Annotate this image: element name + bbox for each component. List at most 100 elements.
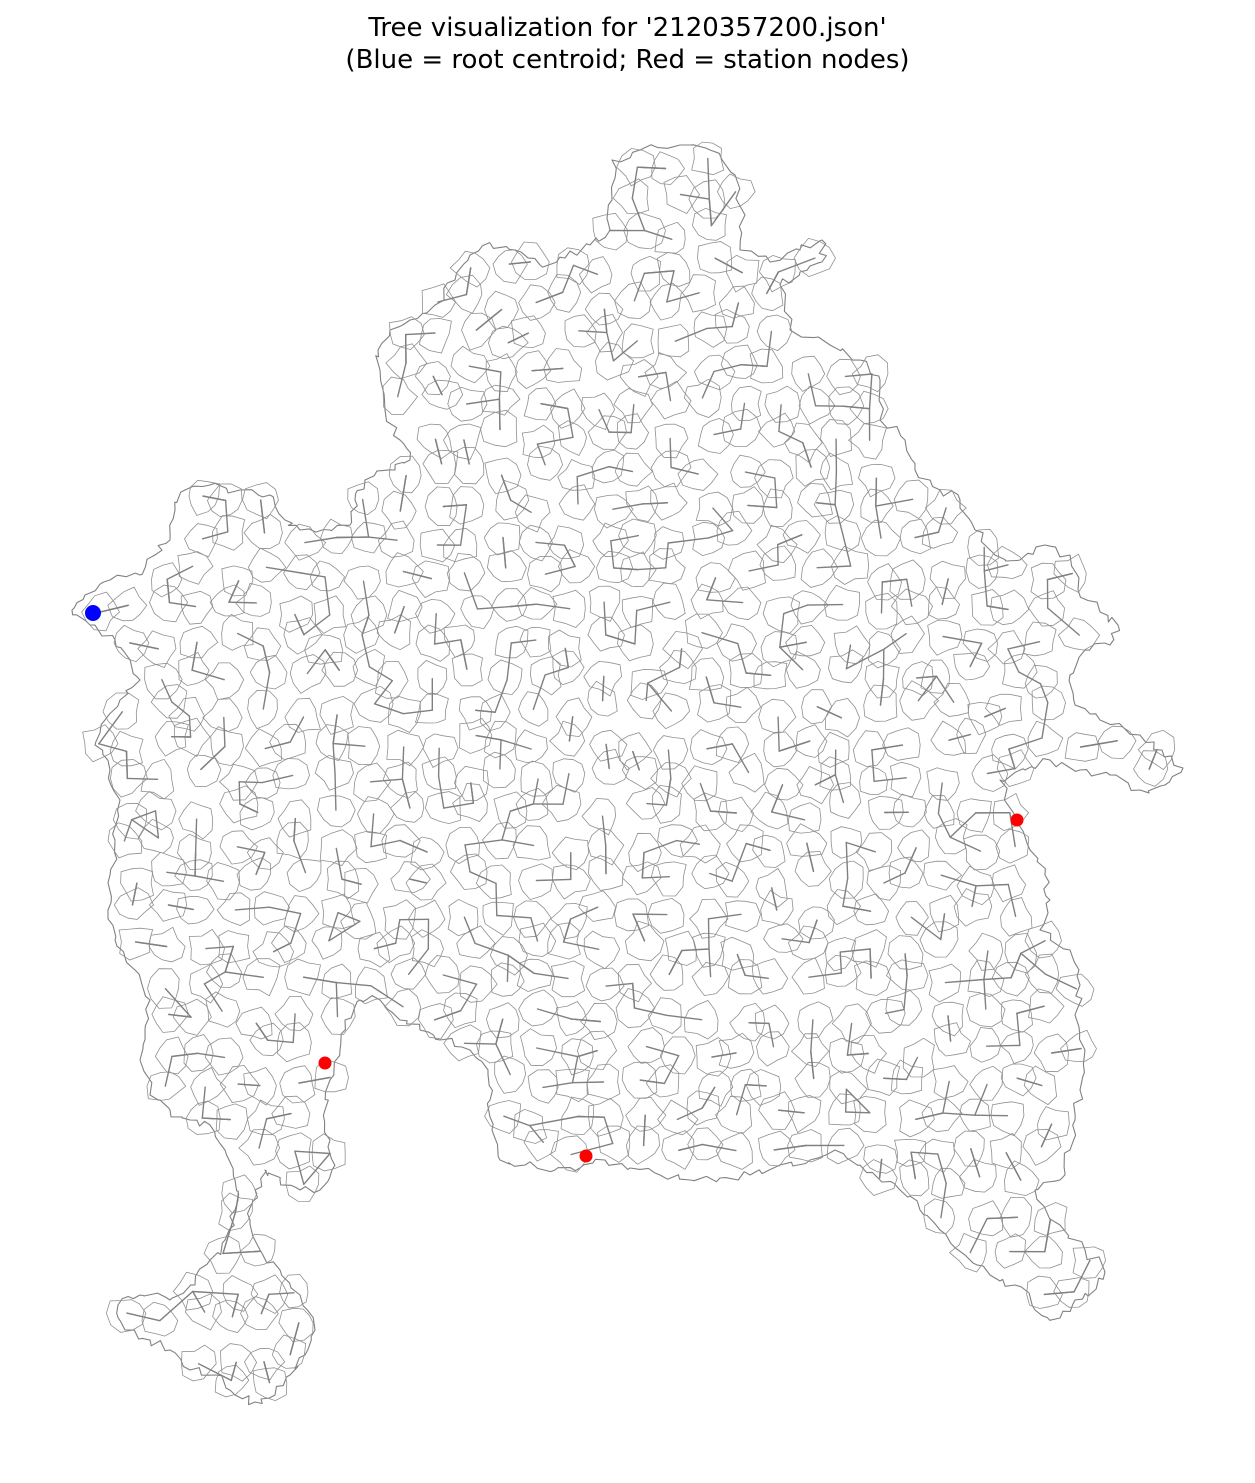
subcatchment-cell <box>249 1022 284 1057</box>
subcatchment-cell <box>518 691 549 727</box>
tree-edge <box>201 531 229 540</box>
subcatchment-cell <box>968 932 1004 971</box>
subcatchment-cell <box>592 449 625 484</box>
subcatchment-cell <box>354 830 388 864</box>
subcatchment-cell <box>284 697 321 733</box>
tree-edge <box>1016 1077 1043 1087</box>
subcatchment-cell <box>416 423 453 459</box>
subcatchment-cell <box>242 958 281 997</box>
tree-edge <box>335 847 343 880</box>
subcatchment-cell <box>309 560 346 592</box>
tree-edge <box>498 371 502 400</box>
subcatchment-cell <box>343 565 381 600</box>
subcatchment-cell <box>956 798 992 833</box>
subcatchment-cell <box>797 1001 834 1039</box>
tree-edge <box>507 332 529 344</box>
tree-edge <box>332 714 338 745</box>
subcatchment-cell <box>649 954 684 991</box>
tree-edge <box>201 1117 231 1121</box>
tree-edge <box>328 920 361 942</box>
subcatchment-cell <box>317 795 356 828</box>
subcatchment-cell <box>557 549 596 584</box>
tree-edge <box>701 1143 737 1152</box>
tree-edge <box>665 542 669 569</box>
subcatchment-cell <box>727 550 766 591</box>
subcatchment-cell <box>523 387 557 421</box>
tree-edge <box>98 743 128 752</box>
subcatchment-cell <box>618 732 653 771</box>
tree-edge <box>166 565 194 580</box>
tree-edge <box>608 466 634 473</box>
tree-edge <box>494 679 508 713</box>
tree-edge <box>779 613 785 648</box>
subcatchment-cell <box>882 727 921 761</box>
subcatchment-cell <box>450 345 491 384</box>
subcatchment-cell <box>967 701 1003 736</box>
subcatchment-cell <box>695 491 733 527</box>
subcatchment-cell <box>252 931 295 968</box>
tree-edge <box>778 430 804 444</box>
subcatchment-cell <box>459 965 498 1003</box>
subcatchment-cell <box>691 854 730 890</box>
tree-edge <box>974 1083 988 1116</box>
subcatchment-cell <box>619 359 659 397</box>
subcatchment-cell <box>750 791 789 830</box>
subcatchment-cell <box>657 1099 699 1136</box>
tree-edge <box>904 953 908 977</box>
subcatchment-cell <box>625 786 666 820</box>
tree-edge <box>188 715 192 738</box>
tree-edge <box>570 1018 601 1023</box>
subcatchment-cell <box>868 630 901 669</box>
tree-edge <box>166 578 171 604</box>
subcatchment-cell <box>550 960 586 998</box>
tree-edge <box>507 954 535 974</box>
tree-edge <box>709 810 737 814</box>
tree-edge <box>774 477 778 509</box>
tree-edge <box>335 981 372 987</box>
subcatchment-cell <box>923 860 963 891</box>
subcatchment-cell <box>762 488 793 527</box>
tree-edge <box>442 974 478 985</box>
subcatchment-cell <box>206 862 241 901</box>
subcatchment-cell <box>1024 920 1062 959</box>
subcatchment-cell <box>754 459 794 499</box>
tree-edge <box>463 572 479 610</box>
tree-edge <box>495 882 498 917</box>
tree-edge <box>563 544 576 568</box>
tree-edge <box>300 572 326 578</box>
subcatchment-cell <box>934 818 968 855</box>
subcatchment-cell <box>353 685 394 723</box>
subcatchment-cell <box>895 901 929 936</box>
subcatchment-cell <box>212 1299 249 1333</box>
subcatchment-cell <box>179 625 219 659</box>
tree-edge <box>969 1217 988 1254</box>
subcatchment-cell <box>697 241 732 274</box>
tree-edge <box>666 270 675 303</box>
subcatchment-cell <box>688 657 725 691</box>
tree-edge <box>395 919 401 944</box>
tree-edge <box>647 666 681 684</box>
subcatchment-cell <box>244 1347 286 1381</box>
subcatchment-cell <box>894 1138 927 1167</box>
subcatchment-cell <box>492 249 528 284</box>
subcatchment-cell <box>586 313 624 353</box>
subcatchment-cell <box>527 1069 559 1104</box>
subcatchment-cell <box>801 689 833 725</box>
subcatchment-cell <box>388 316 425 351</box>
subcatchment-cell <box>648 548 686 585</box>
tree-edge <box>1020 940 1046 954</box>
subcatchment-cell <box>112 802 147 840</box>
subcatchment-cell <box>564 314 597 348</box>
subcatchment-cell <box>214 1364 250 1398</box>
figure-title: Tree visualization for '2120357200.json' <box>368 13 887 43</box>
tree-edge <box>937 782 943 815</box>
subcatchment-cell <box>185 1100 221 1135</box>
subcatchment-cell <box>206 953 242 988</box>
subcatchment-cell <box>352 648 386 687</box>
subcatchment-cell <box>759 545 797 581</box>
tree-edge <box>883 872 906 884</box>
tree-edge <box>168 601 197 608</box>
subcatchment-cell <box>304 634 343 665</box>
subcatchment-cell <box>424 791 461 825</box>
